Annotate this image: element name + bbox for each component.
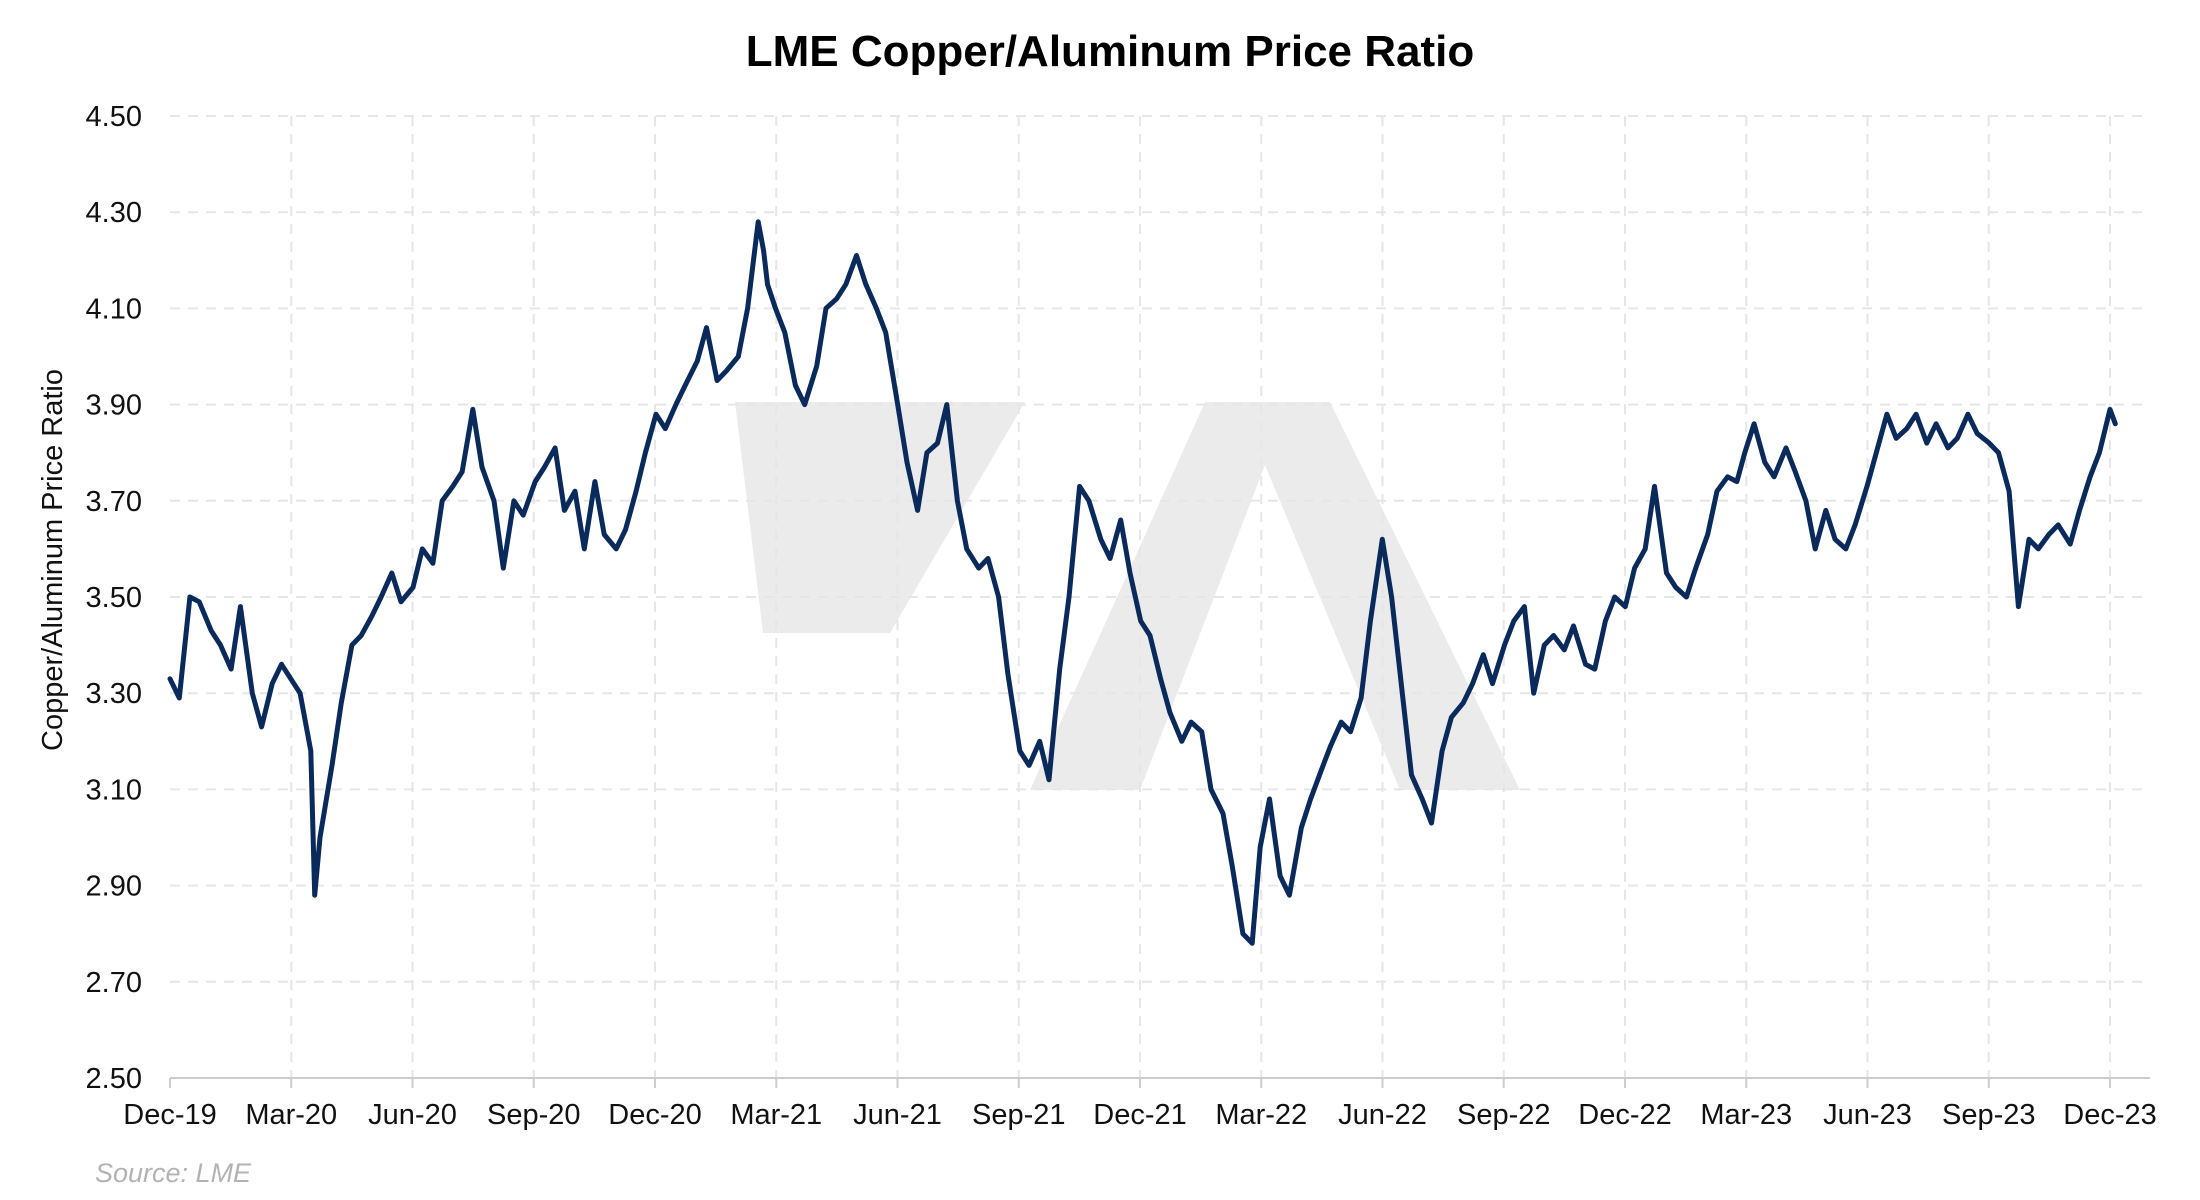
y-tick-label: 3.90 — [86, 390, 142, 422]
x-tick-label: Dec-21 — [1093, 1099, 1187, 1131]
y-tick-label: 3.30 — [86, 678, 142, 710]
y-tick-label: 2.50 — [86, 1063, 142, 1095]
y-tick-label: 2.90 — [86, 871, 142, 903]
x-tick-label: Mar-22 — [1215, 1099, 1307, 1131]
series-layer — [167, 219, 2118, 946]
x-tick-label: Sep-23 — [1942, 1099, 2036, 1131]
x-tick-label: Mar-21 — [730, 1099, 822, 1131]
y-tick-label: 4.10 — [86, 293, 142, 325]
x-tick-label: Mar-20 — [245, 1099, 337, 1131]
x-tick-label: Jun-22 — [1338, 1099, 1427, 1131]
y-tick-label: 2.70 — [86, 967, 142, 999]
x-tick-label: Dec-20 — [608, 1099, 702, 1131]
x-tick-label: Dec-22 — [1578, 1099, 1672, 1131]
y-tick-label: 3.10 — [86, 774, 142, 806]
x-tick-label: Sep-21 — [972, 1099, 1066, 1131]
x-tick-label: Dec-23 — [2063, 1099, 2157, 1131]
x-tick-label: Sep-22 — [1457, 1099, 1551, 1131]
x-tick-label: Jun-20 — [368, 1099, 457, 1131]
y-axis-title: Copper/Aluminum Price Ratio — [37, 369, 69, 751]
x-tick-label: Jun-21 — [853, 1099, 942, 1131]
axes — [169, 1077, 2150, 1088]
x-tick-label: Dec-19 — [123, 1099, 217, 1131]
tick-labels: 2.50 2.70 2.90 3.10 3.30 3.50 3.70 3.90 4.10 4.30… — [86, 101, 2157, 1131]
gridlines — [170, 115, 2150, 1078]
source-note: Source: LME — [95, 1158, 252, 1188]
y-tick-label: 4.50 — [86, 101, 142, 133]
y-tick-label: 3.70 — [86, 486, 142, 518]
x-tick-label: Sep-20 — [487, 1099, 581, 1131]
chart-title: LME Copper/Aluminum Price Ratio — [746, 27, 1475, 76]
x-tick-label: Mar-23 — [1700, 1099, 1792, 1131]
y-tick-label: 3.50 — [86, 582, 142, 614]
y-tick-label: 4.30 — [86, 197, 142, 229]
series-line — [167, 219, 2118, 946]
x-tick-label: Jun-23 — [1823, 1099, 1912, 1131]
